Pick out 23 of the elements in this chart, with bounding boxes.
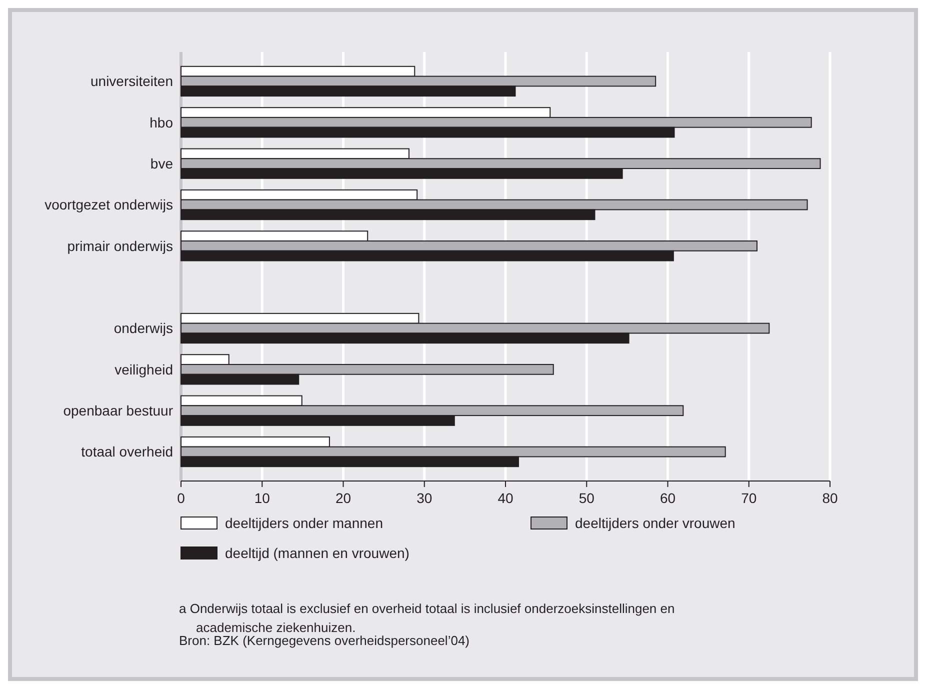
y-tick-label: veiligheid: [114, 361, 173, 378]
y-tick-label: voortgezet onderwijs: [44, 196, 173, 213]
y-tick-label: primair onderwijs: [67, 238, 173, 254]
x-tick-label: 60: [660, 490, 676, 506]
x-tick-label: 0: [177, 490, 186, 506]
text: a Onderwijs totaal is exclusief en overheid totaal is inclusief onderzoeksinstellingen en academische ziekenhuizen.: [179, 601, 675, 635]
x-tick-label: 50: [578, 490, 595, 506]
x-tick-label: 80: [822, 490, 838, 506]
y-tick-label: totaal overheid: [81, 444, 173, 460]
x-tick-label: 40: [498, 490, 514, 506]
y-tick-label: hbo: [150, 114, 174, 130]
x-tick-label: 30: [416, 490, 432, 506]
text: Bron: BZK (Kerngegevens overheidspersoneel’04): [179, 633, 470, 648]
x-tick-label: 70: [741, 490, 757, 506]
y-tick-label: onderwijs: [114, 320, 173, 336]
y-tick-label: universiteiten: [90, 73, 173, 90]
y-tick-label: bve: [150, 155, 174, 172]
y-tick-label: openbaar bestuur: [63, 402, 174, 418]
legend-label: deeltijders onder vrouwen: [575, 514, 736, 531]
legend-label: deeltijders onder mannen: [225, 514, 383, 531]
legend-label: deeltijd (mannen en vrouwen): [225, 544, 410, 561]
x-tick-label: 10: [254, 490, 270, 506]
x-tick-label: 20: [335, 490, 352, 506]
